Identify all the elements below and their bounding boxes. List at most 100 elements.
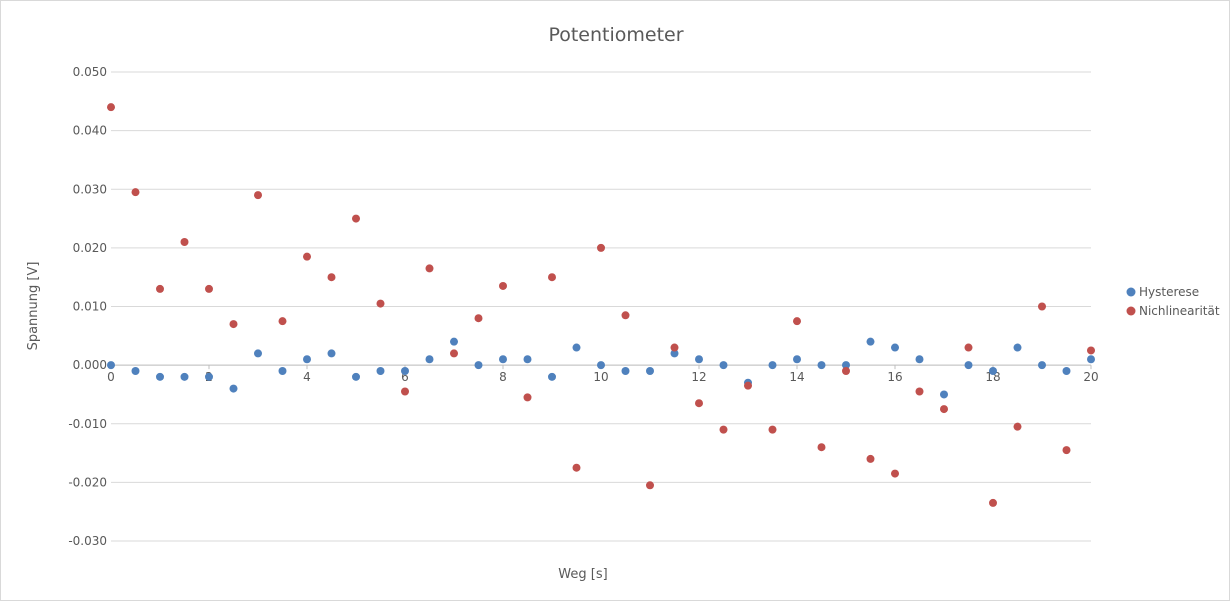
data-point	[205, 284, 213, 293]
data-point	[866, 454, 875, 463]
data-point	[989, 498, 997, 507]
data-point	[597, 361, 605, 370]
series-0	[107, 337, 1095, 399]
data-point	[572, 343, 581, 352]
data-point	[842, 361, 850, 370]
x-tick-label: 14	[789, 370, 804, 384]
y-tick-label: 0.020	[73, 241, 107, 255]
y-tick-labels: 0.050 0.040 0.030 0.020 0.010 0.000 -0.010 -0.0…	[68, 65, 107, 548]
data-point	[450, 349, 458, 358]
data-point	[376, 366, 385, 375]
data-point	[621, 366, 630, 375]
x-tick-label: 6	[401, 370, 409, 384]
gridlines	[111, 71, 1091, 542]
data-point	[303, 252, 311, 261]
data-point	[646, 366, 654, 375]
data-points	[107, 103, 1095, 507]
y-tick-label: 0.000	[73, 358, 107, 372]
data-point	[891, 343, 899, 352]
legend: Hysterese Nichlinearität	[1126, 285, 1220, 318]
data-point	[401, 366, 409, 375]
data-point	[1038, 302, 1046, 311]
data-point	[156, 284, 164, 293]
data-point	[793, 317, 801, 326]
data-point	[107, 103, 115, 112]
y-tick-label: 0.010	[73, 300, 107, 314]
data-point	[474, 361, 483, 370]
data-point	[1062, 446, 1071, 455]
data-point	[793, 355, 801, 364]
data-point	[621, 311, 630, 320]
x-tick-label: 4	[303, 370, 311, 384]
y-tick-label: -0.020	[68, 475, 107, 489]
data-point	[842, 366, 850, 375]
legend-label-nichlinearitaet: Nichlinearität	[1139, 304, 1220, 318]
x-tick-label: 0	[107, 370, 115, 384]
y-tick-label: -0.030	[68, 534, 107, 548]
data-point	[229, 320, 238, 329]
series-1	[107, 103, 1095, 507]
data-point	[940, 405, 948, 414]
data-point	[891, 469, 899, 478]
data-point	[450, 337, 458, 346]
data-point	[1013, 422, 1022, 431]
data-point	[1062, 366, 1071, 375]
x-tick-label: 16	[887, 370, 902, 384]
data-point	[131, 188, 140, 197]
data-point	[278, 317, 287, 326]
data-point	[205, 372, 213, 381]
data-point	[670, 349, 679, 358]
data-point	[670, 343, 679, 352]
data-point	[229, 384, 238, 393]
x-tick-label: 18	[985, 370, 1000, 384]
data-point	[744, 381, 752, 390]
y-tick-label: -0.010	[68, 417, 107, 431]
data-point	[597, 243, 605, 252]
data-point	[695, 355, 703, 364]
data-point	[254, 349, 262, 358]
data-point	[327, 349, 336, 358]
data-point	[915, 387, 924, 396]
data-point	[180, 372, 189, 381]
data-point	[1087, 346, 1095, 355]
x-axis-title: Weg [s]	[558, 567, 607, 582]
legend-marker-hysterese	[1126, 287, 1136, 297]
data-point	[1087, 355, 1095, 364]
x-tick-label: 8	[499, 370, 507, 384]
data-point	[817, 361, 826, 370]
data-point	[327, 273, 336, 282]
data-point	[1038, 361, 1046, 370]
data-point	[131, 366, 140, 375]
data-point	[523, 393, 532, 402]
x-tick-label: 12	[691, 370, 706, 384]
data-point	[719, 361, 728, 370]
y-tick-label: 0.040	[73, 124, 107, 138]
x-tick-label: 10	[593, 370, 608, 384]
data-point	[572, 463, 581, 472]
data-point	[499, 355, 507, 364]
x-tick-label: 20	[1083, 370, 1098, 384]
data-point	[156, 372, 164, 381]
data-point	[964, 361, 973, 370]
data-point	[180, 238, 189, 247]
data-point	[989, 366, 997, 375]
data-point	[401, 387, 409, 396]
data-point	[646, 481, 654, 490]
data-point	[254, 191, 262, 200]
data-point	[474, 314, 483, 323]
data-point	[695, 399, 703, 408]
data-point	[548, 273, 556, 282]
data-point	[940, 390, 948, 399]
data-point	[376, 299, 385, 308]
legend-label-hysterese: Hysterese	[1139, 285, 1199, 299]
data-point	[303, 355, 311, 364]
data-point	[425, 264, 434, 273]
data-point	[1013, 343, 1022, 352]
data-point	[523, 355, 532, 364]
data-point	[866, 337, 875, 346]
y-tick-label: 0.030	[73, 182, 107, 196]
legend-marker-nichlinearitaet	[1126, 306, 1136, 316]
data-point	[719, 425, 728, 434]
data-point	[352, 372, 360, 381]
